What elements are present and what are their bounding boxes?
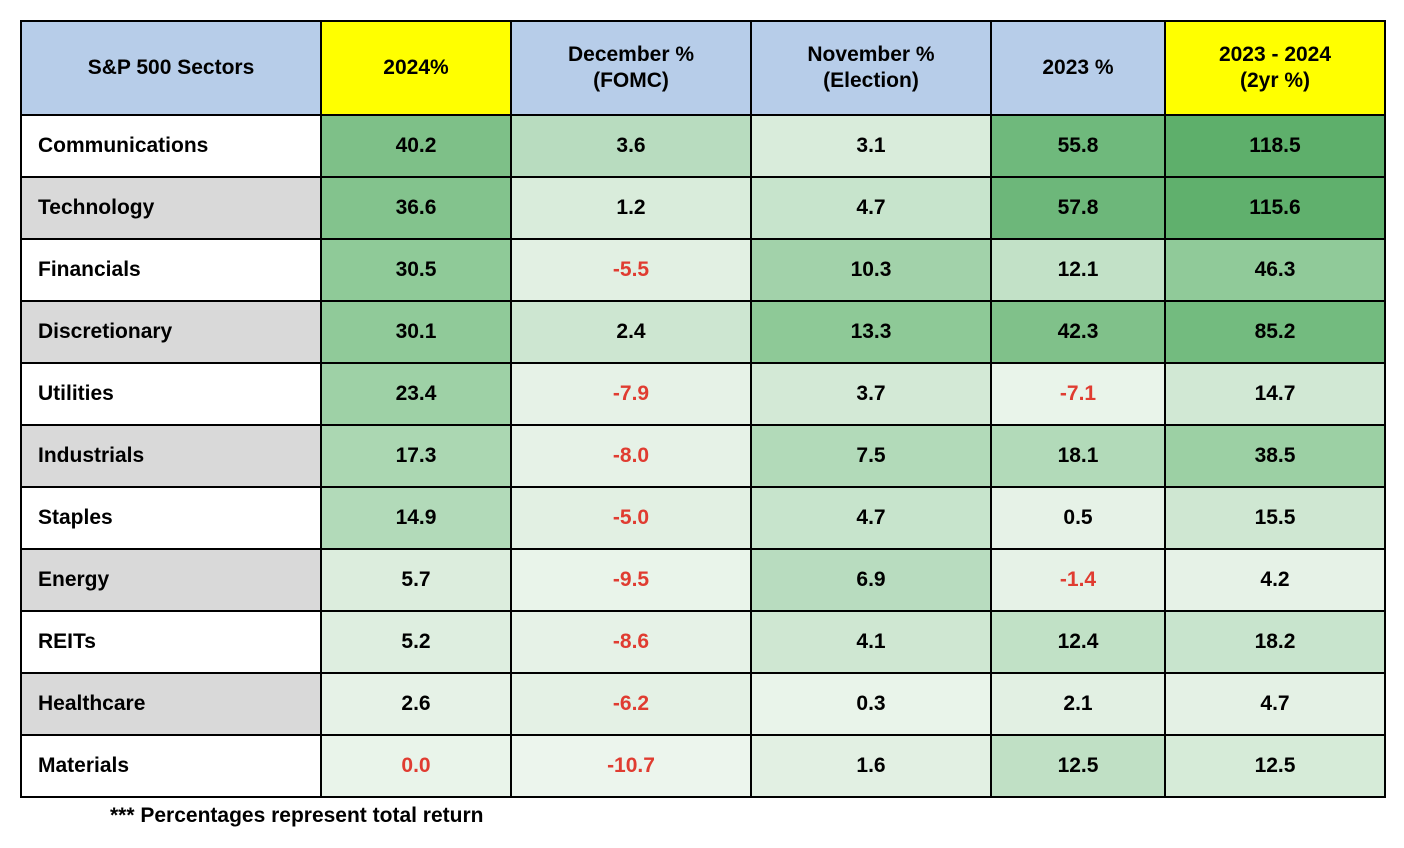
cell: 4.7 [751,177,991,239]
cell: 2.4 [511,301,751,363]
table-row: Industrials17.3-8.07.518.138.5 [21,425,1385,487]
cell: 13.3 [751,301,991,363]
cell: -7.9 [511,363,751,425]
cell: 4.1 [751,611,991,673]
col-header-4: 2023 % [991,21,1165,115]
row-label: Communications [21,115,321,177]
cell: 17.3 [321,425,511,487]
row-label: Materials [21,735,321,797]
col-header-5: 2023 - 2024(2yr %) [1165,21,1385,115]
cell: -6.2 [511,673,751,735]
cell: 12.5 [1165,735,1385,797]
cell: 0.3 [751,673,991,735]
cell: 1.2 [511,177,751,239]
sector-returns-table: S&P 500 Sectors2024%December %(FOMC)Nove… [20,20,1386,798]
table-row: Staples14.9-5.04.70.515.5 [21,487,1385,549]
cell: 0.5 [991,487,1165,549]
table-row: Technology36.61.24.757.8115.6 [21,177,1385,239]
cell: -9.5 [511,549,751,611]
cell: 4.7 [1165,673,1385,735]
cell: 55.8 [991,115,1165,177]
cell: 18.2 [1165,611,1385,673]
table-row: Communications40.23.63.155.8118.5 [21,115,1385,177]
cell: 12.1 [991,239,1165,301]
cell: 3.7 [751,363,991,425]
table-header-row: S&P 500 Sectors2024%December %(FOMC)Nove… [21,21,1385,115]
col-header-2: December %(FOMC) [511,21,751,115]
cell: 15.5 [1165,487,1385,549]
cell: -5.0 [511,487,751,549]
cell: 115.6 [1165,177,1385,239]
cell: 5.7 [321,549,511,611]
cell: 40.2 [321,115,511,177]
cell: 85.2 [1165,301,1385,363]
cell: 30.5 [321,239,511,301]
cell: 3.1 [751,115,991,177]
cell: 30.1 [321,301,511,363]
cell: 5.2 [321,611,511,673]
cell: 57.8 [991,177,1165,239]
table-row: Discretionary30.12.413.342.385.2 [21,301,1385,363]
table-row: Energy5.7-9.56.9-1.44.2 [21,549,1385,611]
cell: -10.7 [511,735,751,797]
cell: -8.0 [511,425,751,487]
cell: 4.2 [1165,549,1385,611]
cell: 14.9 [321,487,511,549]
table-row: REITs5.2-8.64.112.418.2 [21,611,1385,673]
table-row: Healthcare2.6-6.20.32.14.7 [21,673,1385,735]
cell: 36.6 [321,177,511,239]
row-label: Utilities [21,363,321,425]
cell: 3.6 [511,115,751,177]
col-header-1: 2024% [321,21,511,115]
row-label: Energy [21,549,321,611]
row-label: REITs [21,611,321,673]
col-header-3: November %(Election) [751,21,991,115]
cell: 7.5 [751,425,991,487]
cell: -1.4 [991,549,1165,611]
cell: -8.6 [511,611,751,673]
cell: -5.5 [511,239,751,301]
row-label: Technology [21,177,321,239]
cell: 6.9 [751,549,991,611]
cell: 1.6 [751,735,991,797]
row-label: Industrials [21,425,321,487]
row-label: Discretionary [21,301,321,363]
row-label: Healthcare [21,673,321,735]
cell: 4.7 [751,487,991,549]
row-label: Financials [21,239,321,301]
row-label: Staples [21,487,321,549]
cell: 2.1 [991,673,1165,735]
cell: 2.6 [321,673,511,735]
table-row: Materials0.0-10.71.612.512.5 [21,735,1385,797]
col-header-0: S&P 500 Sectors [21,21,321,115]
cell: 38.5 [1165,425,1385,487]
cell: 0.0 [321,735,511,797]
cell: 42.3 [991,301,1165,363]
cell: -7.1 [991,363,1165,425]
table-row: Financials30.5-5.510.312.146.3 [21,239,1385,301]
cell: 46.3 [1165,239,1385,301]
table-row: Utilities23.4-7.93.7-7.114.7 [21,363,1385,425]
cell: 18.1 [991,425,1165,487]
cell: 23.4 [321,363,511,425]
cell: 118.5 [1165,115,1385,177]
cell: 12.5 [991,735,1165,797]
cell: 14.7 [1165,363,1385,425]
cell: 10.3 [751,239,991,301]
cell: 12.4 [991,611,1165,673]
